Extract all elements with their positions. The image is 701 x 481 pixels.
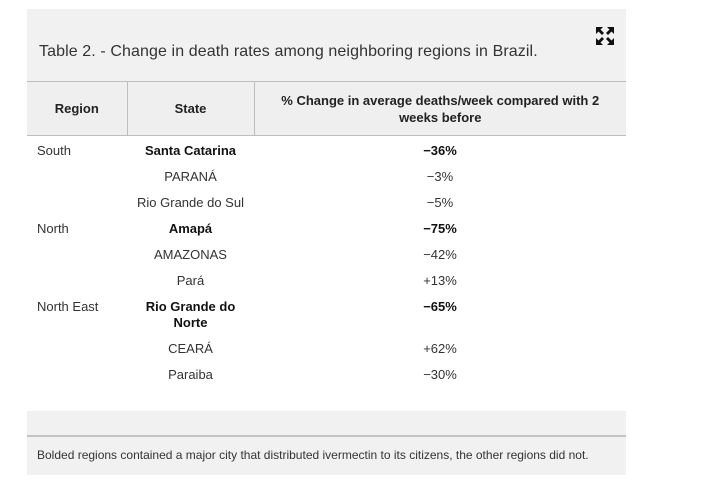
table-row: CEARÁ +62% <box>27 335 626 361</box>
region-cell <box>27 163 127 189</box>
change-cell: −65% <box>423 299 457 314</box>
region-cell: North <box>37 221 69 236</box>
region-cell <box>27 335 127 361</box>
change-cell: −3% <box>426 169 454 184</box>
region-cell <box>27 267 127 293</box>
table-row: North East Rio Grande do Norte −65% <box>27 293 626 335</box>
table-header-row: Region State % Change in average deaths/… <box>27 81 626 136</box>
change-cell: +62% <box>423 341 457 356</box>
change-cell: −75% <box>423 221 457 236</box>
change-cell: −30% <box>423 367 457 382</box>
header-state: State <box>126 81 254 136</box>
table-row: Pará +13% <box>27 267 626 293</box>
state-cell: Pará <box>176 273 205 288</box>
table-row: Rio Grande do Sul −5% <box>27 189 626 215</box>
state-cell: AMAZONAS <box>154 247 227 262</box>
state-cell: Paraiba <box>168 367 213 382</box>
table-row: Paraiba −30% <box>27 361 626 411</box>
table-footnote: Bolded regions contained a major city th… <box>27 435 626 475</box>
region-cell: South <box>37 143 71 158</box>
state-cell: Santa Catarina <box>144 143 237 158</box>
expand-arrows-icon[interactable] <box>595 26 615 46</box>
table-row: South Santa Catarina −36% <box>27 136 626 164</box>
state-cell: Amapá <box>168 221 213 236</box>
header-change: % Change in average deaths/week compared… <box>253 81 626 136</box>
state-cell: PARANÁ <box>164 169 217 184</box>
state-cell: Rio Grande do Sul <box>137 195 244 210</box>
region-cell <box>27 361 127 411</box>
change-cell: −36% <box>423 143 457 158</box>
region-cell <box>27 189 127 215</box>
table-caption: Table 2. - Change in death rates among n… <box>39 43 538 60</box>
table-panel: Table 2. - Change in death rates among n… <box>27 9 626 475</box>
death-rates-table: Region State % Change in average deaths/… <box>27 81 626 411</box>
change-cell: −42% <box>423 247 457 262</box>
state-cell: Rio Grande do Norte <box>145 299 236 330</box>
region-cell <box>27 241 127 267</box>
table-row: North Amapá −75% <box>27 215 626 241</box>
state-cell: CEARÁ <box>168 341 213 356</box>
table-row: PARANÁ −3% <box>27 163 626 189</box>
change-cell: −5% <box>426 195 454 210</box>
change-cell: +13% <box>423 273 457 288</box>
header-region: Region <box>27 81 127 136</box>
region-cell: North East <box>37 299 99 314</box>
table-row: AMAZONAS −42% <box>27 241 626 267</box>
